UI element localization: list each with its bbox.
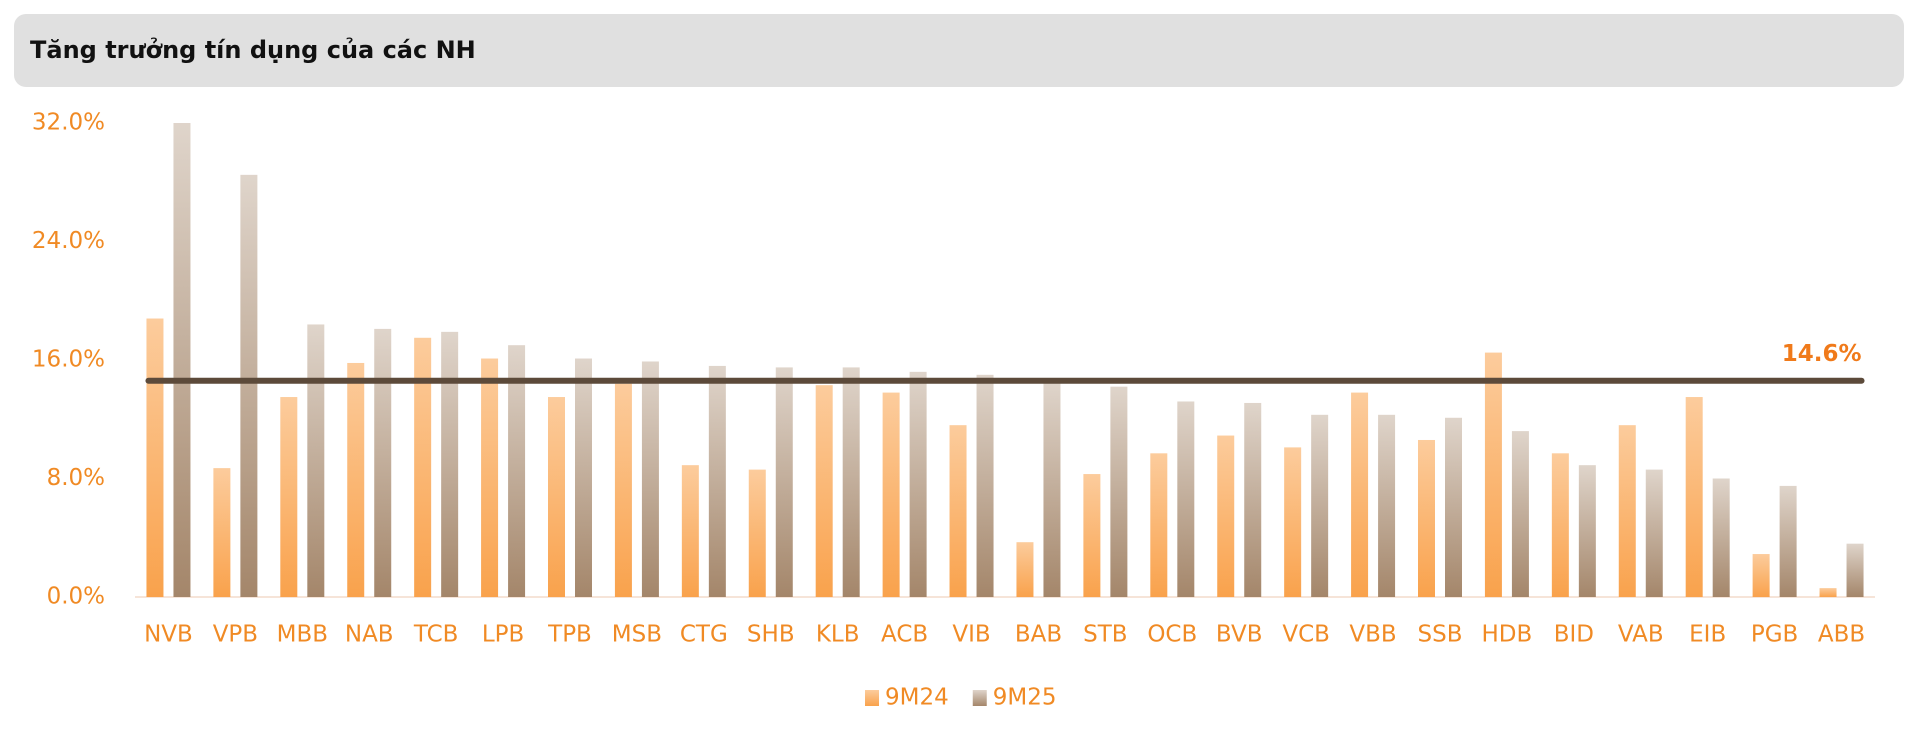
y-tick-label: 0.0% [47, 584, 105, 610]
bar [146, 318, 164, 597]
y-tick-label: 24.0% [32, 228, 105, 254]
chart-title: Tăng trưởng tín dụng của các NH [30, 36, 476, 64]
x-tick-label: VPB [213, 622, 258, 648]
bar [641, 361, 659, 597]
legend-label: 9M25 [993, 685, 1057, 711]
x-tick-label: VAB [1618, 622, 1664, 648]
legend-swatch [865, 690, 879, 706]
x-tick-label: SSB [1418, 622, 1463, 648]
header-bar [14, 14, 1904, 87]
x-tick-label: MBB [277, 622, 328, 648]
x-tick-label: STB [1083, 622, 1127, 648]
bar [414, 337, 432, 597]
bar [1110, 386, 1128, 597]
bar [882, 392, 900, 597]
bar [1551, 453, 1569, 597]
bar [1177, 401, 1195, 597]
x-tick-label: BVB [1216, 622, 1263, 648]
bar [976, 374, 994, 597]
bar [1351, 392, 1369, 597]
bar [280, 397, 298, 597]
bar [1217, 435, 1235, 597]
bar [1311, 414, 1329, 597]
bar [347, 362, 365, 597]
x-tick-label: VBB [1349, 622, 1396, 648]
bar [508, 345, 526, 597]
bar [1779, 485, 1797, 597]
x-tick-label: OCB [1147, 622, 1197, 648]
bar [1645, 469, 1663, 597]
x-tick-label: NVB [144, 622, 193, 648]
x-tick-label: HDB [1482, 622, 1533, 648]
bar [1578, 465, 1596, 597]
bar [1043, 382, 1061, 597]
bar [681, 465, 699, 597]
bar [1484, 352, 1502, 597]
x-tick-label: EIB [1689, 622, 1726, 648]
bar [481, 358, 499, 597]
bar [575, 358, 592, 597]
x-tick-label: KLB [816, 622, 860, 648]
bar [374, 328, 392, 597]
bar [1445, 417, 1462, 597]
legend-label: 9M24 [885, 685, 949, 711]
bar [173, 123, 191, 597]
y-tick-label: 16.0% [32, 347, 105, 373]
legend-swatch [972, 690, 987, 706]
bar [1846, 543, 1864, 597]
bar [1150, 453, 1168, 597]
bar [548, 397, 565, 597]
bar [1244, 402, 1262, 597]
bar [1819, 588, 1837, 597]
bar [949, 425, 967, 597]
bar [775, 367, 793, 597]
bar [1083, 474, 1101, 597]
bar [1712, 478, 1730, 597]
bar [909, 371, 927, 597]
x-tick-label: ABB [1818, 622, 1865, 648]
x-tick-label: TCB [413, 622, 459, 648]
x-tick-label: VCB [1282, 622, 1330, 648]
x-tick-label: CTG [680, 622, 728, 648]
y-tick-label: 8.0% [47, 465, 105, 491]
bar [748, 469, 766, 597]
x-tick-label: LPB [482, 622, 524, 648]
bar [213, 468, 231, 597]
bar [1418, 439, 1435, 597]
x-tick-label: PGB [1751, 622, 1798, 648]
bar [240, 174, 258, 597]
x-tick-label: BAB [1015, 622, 1062, 648]
average-label: 14.6% [1782, 341, 1862, 367]
x-tick-label: NAB [345, 622, 394, 648]
y-tick-label: 32.0% [32, 110, 105, 136]
bar [1016, 542, 1034, 597]
x-tick-label: SHB [747, 622, 795, 648]
bar [1378, 414, 1396, 597]
x-tick-label: VIB [952, 622, 990, 648]
bar [1618, 425, 1636, 597]
bar [614, 383, 632, 597]
bar [1752, 554, 1770, 597]
bar [1685, 397, 1703, 597]
bar [441, 331, 459, 597]
x-tick-label: BID [1554, 622, 1594, 648]
bar [1284, 447, 1302, 597]
bar [307, 324, 325, 597]
bar [708, 365, 726, 597]
bar [1511, 431, 1529, 597]
bar [842, 367, 860, 597]
bar [815, 385, 833, 597]
x-tick-label: ACB [881, 622, 928, 648]
x-tick-label: MSB [612, 622, 662, 648]
x-tick-label: TPB [547, 622, 592, 648]
